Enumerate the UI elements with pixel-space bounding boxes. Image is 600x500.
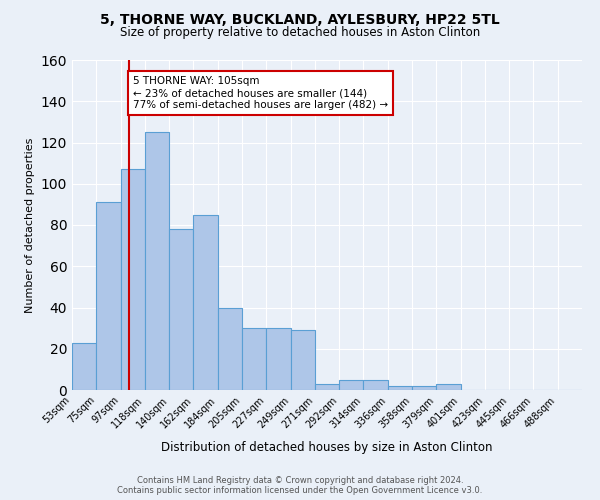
Bar (412, 386, 436, 390)
Bar (169, 229, 193, 390)
Text: 5 THORNE WAY: 105sqm
← 23% of detached houses are smaller (144)
77% of semi-deta: 5 THORNE WAY: 105sqm ← 23% of detached h… (133, 76, 388, 110)
Bar (121, 170, 145, 390)
Bar (266, 328, 290, 390)
Bar (96, 202, 121, 390)
Y-axis label: Number of detached properties: Number of detached properties (25, 138, 35, 312)
Text: Contains HM Land Registry data © Crown copyright and database right 2024.
Contai: Contains HM Land Registry data © Crown c… (118, 476, 482, 495)
Bar (242, 328, 266, 390)
Bar (339, 380, 364, 390)
Bar (436, 384, 461, 390)
Bar (315, 384, 339, 390)
Bar (388, 386, 412, 390)
Bar (290, 330, 315, 390)
Text: Size of property relative to detached houses in Aston Clinton: Size of property relative to detached ho… (120, 26, 480, 39)
Bar (145, 132, 169, 390)
X-axis label: Distribution of detached houses by size in Aston Clinton: Distribution of detached houses by size … (161, 441, 493, 454)
Bar (72, 342, 96, 390)
Bar (193, 214, 218, 390)
Text: 5, THORNE WAY, BUCKLAND, AYLESBURY, HP22 5TL: 5, THORNE WAY, BUCKLAND, AYLESBURY, HP22… (100, 12, 500, 26)
Bar (218, 308, 242, 390)
Bar (364, 380, 388, 390)
